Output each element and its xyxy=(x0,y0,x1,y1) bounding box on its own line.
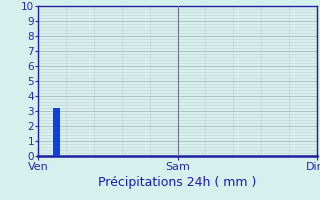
X-axis label: Précipitations 24h ( mm ): Précipitations 24h ( mm ) xyxy=(99,176,257,189)
Bar xyxy=(53,108,60,156)
